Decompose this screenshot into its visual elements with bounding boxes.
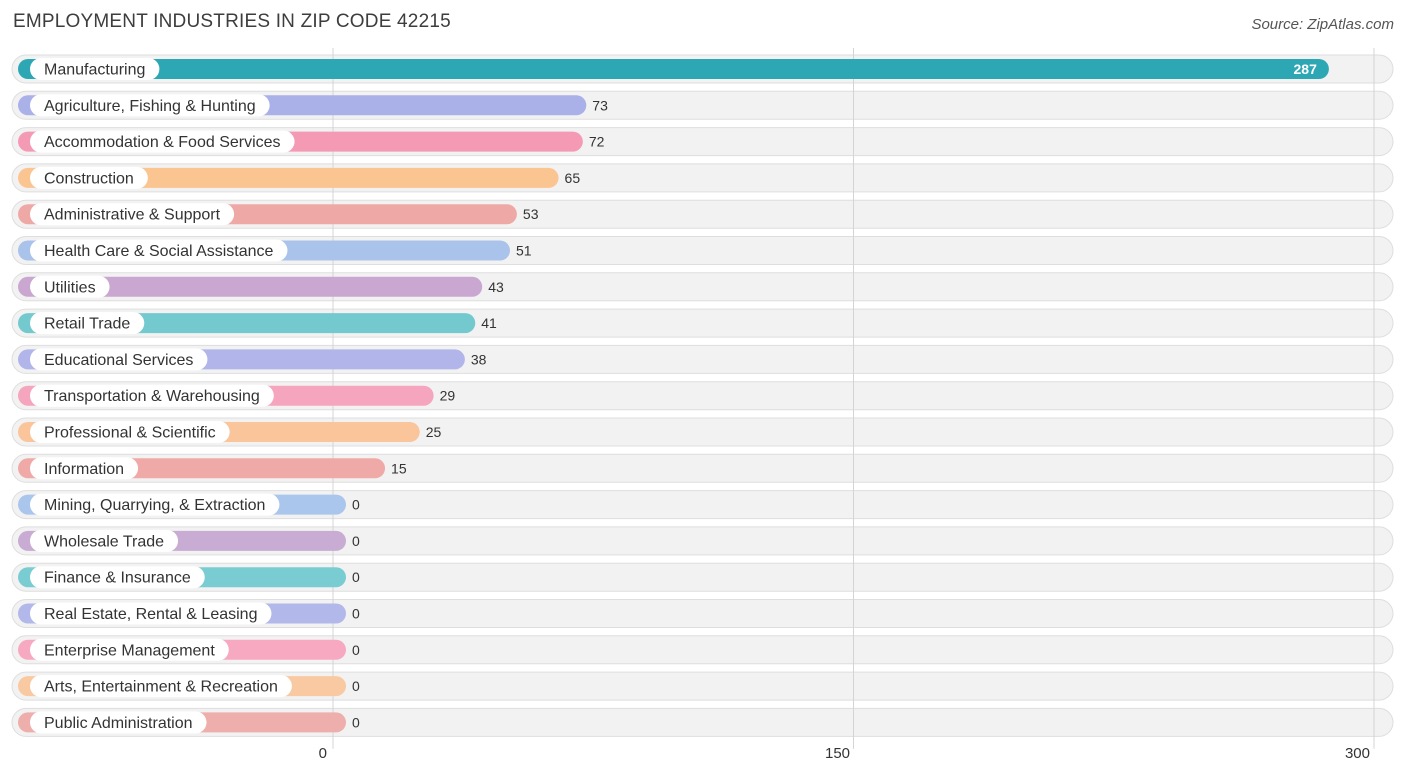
value-label: 25 — [426, 424, 442, 440]
value-label: 0 — [352, 533, 360, 549]
category-label: Administrative & Support — [44, 207, 221, 224]
value-label: 0 — [352, 497, 360, 513]
row-background — [11, 490, 1394, 520]
category-label-pill — [30, 348, 208, 371]
category-label-pill — [30, 566, 205, 589]
category-label: Agriculture, Fishing & Hunting — [44, 98, 256, 115]
x-tick-label: 0 — [319, 745, 327, 762]
bar — [18, 167, 559, 188]
category-label: Educational Services — [44, 352, 193, 369]
category-label: Construction — [44, 170, 134, 187]
value-label: 73 — [592, 97, 608, 113]
category-label: Accommodation & Food Services — [44, 134, 281, 151]
value-label: 65 — [565, 170, 581, 186]
category-label: Arts, Entertainment & Recreation — [44, 679, 278, 696]
row-background — [11, 671, 1394, 701]
category-label: Public Administration — [44, 715, 193, 732]
category-label-pill — [30, 602, 272, 625]
value-label: 41 — [481, 315, 497, 331]
category-label-pill — [30, 529, 179, 552]
row-background — [11, 707, 1394, 737]
category-label: Finance & Insurance — [44, 570, 191, 587]
category-label-pill — [30, 711, 207, 734]
category-label-pill — [30, 275, 110, 298]
value-label: 0 — [352, 569, 360, 585]
category-label-pill — [30, 421, 230, 443]
category-label-pill — [30, 166, 148, 189]
value-label: 0 — [352, 606, 360, 622]
bar — [18, 59, 1329, 79]
value-label: 0 — [352, 642, 360, 658]
value-label: 0 — [352, 714, 360, 730]
category-label-pill — [30, 130, 295, 153]
row-background — [11, 599, 1394, 628]
x-tick-label: 300 — [1345, 745, 1370, 762]
value-label: 43 — [488, 279, 504, 295]
category-label: Utilities — [44, 279, 96, 296]
bar — [18, 276, 483, 297]
category-label-pill — [30, 58, 160, 80]
category-label: Information — [44, 461, 124, 478]
value-label: 38 — [471, 351, 487, 367]
value-label: 53 — [523, 206, 539, 222]
category-label: Wholesale Trade — [44, 533, 164, 550]
category-label: Mining, Quarrying, & Extraction — [44, 497, 265, 514]
category-label-pill — [30, 239, 288, 262]
category-label-pill — [30, 457, 139, 480]
category-label: Retail Trade — [44, 316, 130, 333]
category-label-pill — [30, 493, 280, 516]
category-label: Real Estate, Rental & Leasing — [44, 606, 257, 623]
chart-title: EMPLOYMENT INDUSTRIES IN ZIP CODE 42215 — [13, 11, 451, 32]
value-label: 51 — [516, 243, 532, 259]
category-label-pill — [30, 638, 229, 661]
row-background — [11, 526, 1394, 556]
value-label: 29 — [440, 388, 456, 404]
category-label: Health Care & Social Assistance — [44, 243, 274, 260]
category-label: Professional & Scientific — [44, 425, 216, 442]
row-background — [11, 562, 1394, 592]
category-label-pill — [30, 675, 292, 698]
x-tick-label: 150 — [825, 745, 850, 762]
category-label-pill — [30, 384, 274, 407]
category-label: Enterprise Management — [44, 642, 215, 659]
value-label: 72 — [589, 134, 605, 150]
value-label: 0 — [352, 678, 360, 694]
value-label: 15 — [391, 460, 407, 476]
chart-source: Source: ZipAtlas.com — [1251, 16, 1394, 33]
row-background — [11, 635, 1394, 665]
value-label: 287 — [1294, 61, 1318, 77]
category-label: Transportation & Warehousing — [44, 388, 260, 405]
category-label-pill — [30, 203, 235, 226]
category-label: Manufacturing — [44, 62, 145, 79]
category-label-pill — [30, 94, 270, 117]
category-label-pill — [30, 312, 145, 335]
